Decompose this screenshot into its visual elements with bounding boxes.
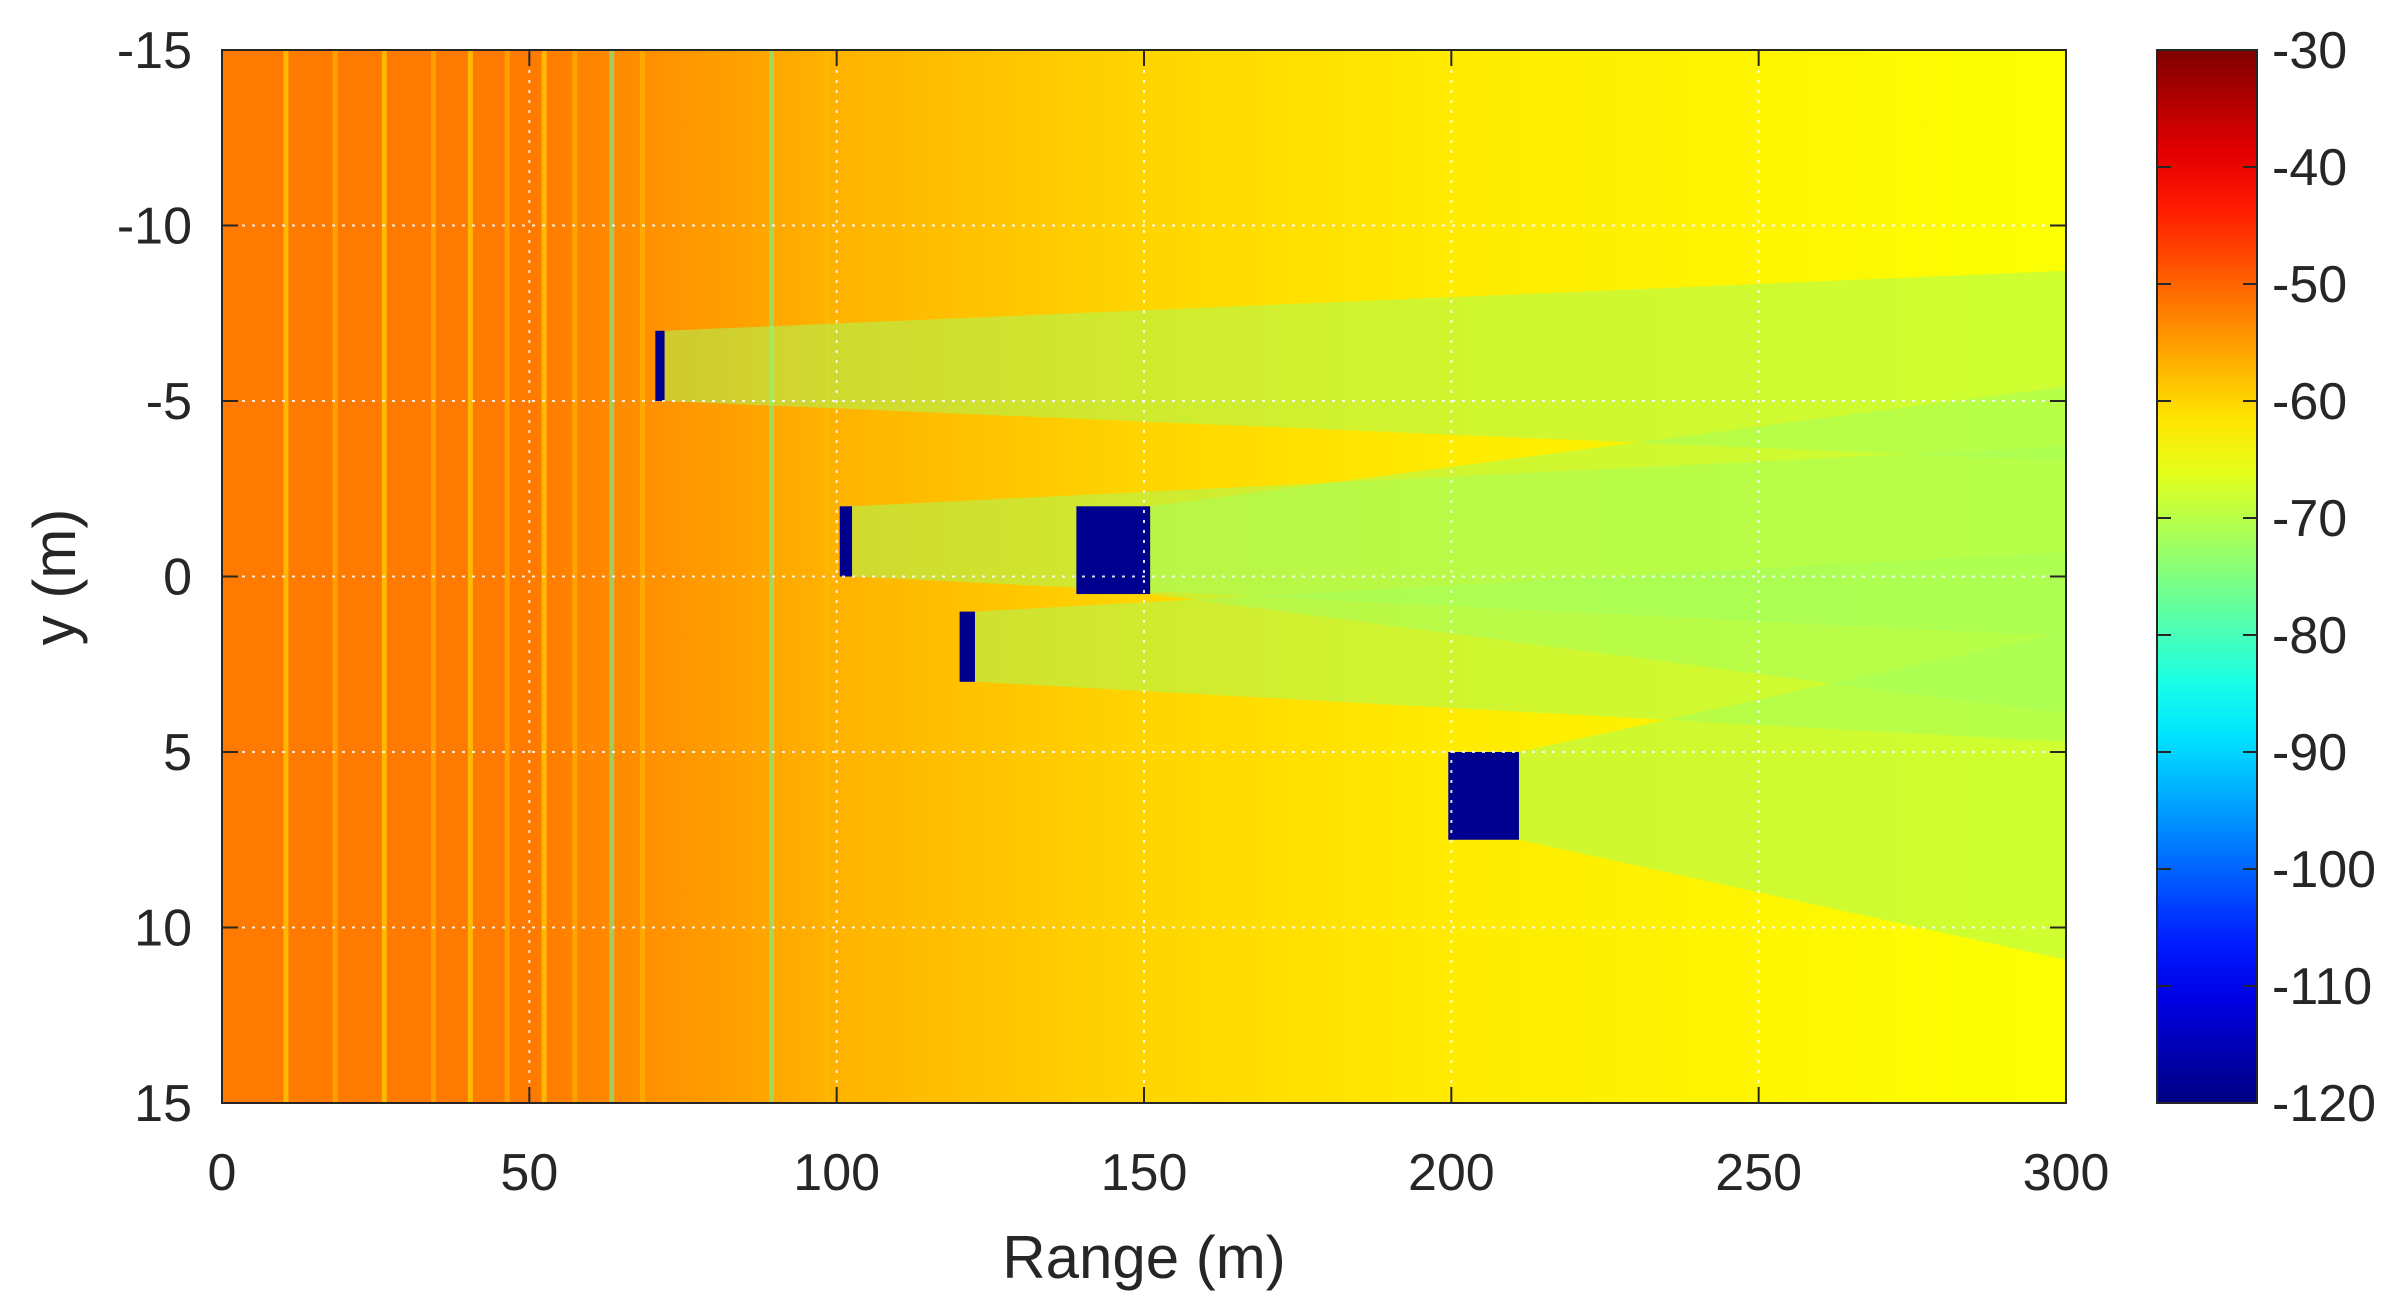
colorbar-tick-label: -40 <box>2272 139 2347 197</box>
colorbar-tick-label: -80 <box>2272 607 2347 665</box>
interference-band <box>504 50 510 1103</box>
interference-band <box>609 50 615 1103</box>
colorbar-ticks <box>2157 49 2257 1104</box>
grid-lines <box>222 50 2066 1103</box>
x-tick-label: 200 <box>1408 1144 1495 1202</box>
obstacles <box>655 330 1519 840</box>
plot-area <box>222 50 2066 1103</box>
interference-band <box>769 50 775 1103</box>
x-tick-label: 250 <box>1715 1144 1802 1202</box>
interference-band <box>824 50 830 1103</box>
y-tick-label: -5 <box>146 373 192 431</box>
y-tick-label: 10 <box>134 900 192 958</box>
x-tick-label: 50 <box>500 1144 558 1202</box>
colorbar-tick-label: -90 <box>2272 724 2347 782</box>
y-axis-label: y (m) <box>21 509 88 646</box>
obstacle <box>959 611 975 682</box>
shadow-wedge <box>664 270 2066 461</box>
interference-band <box>332 50 338 1103</box>
x-tick-label: 150 <box>1101 1144 1188 1202</box>
colorbar-tick-label: -60 <box>2272 373 2347 431</box>
obstacle <box>655 330 665 401</box>
y-tick-label: 5 <box>163 724 192 782</box>
x-tick-label: 0 <box>208 1144 237 1202</box>
colorbar: -30 -40 -50 -60 -70 -80 -90 -100 -110 -120 <box>2156 22 2376 1133</box>
obstacle <box>839 506 853 577</box>
x-tick-label: 100 <box>793 1144 880 1202</box>
colorbar-tick-labels: -30 -40 -50 -60 -70 -80 -90 -100 -110 -120 <box>2272 22 2376 1133</box>
obstacle <box>1076 506 1151 595</box>
colorbar-tick-label: -30 <box>2272 22 2347 80</box>
y-tick-label: 0 <box>163 549 192 607</box>
obstacle <box>1448 752 1519 840</box>
x-tick-label: 300 <box>2023 1144 2110 1202</box>
colorbar-tick-label: -70 <box>2272 490 2347 548</box>
axis-ticks <box>221 49 2067 1104</box>
y-tick-label: -15 <box>117 22 192 80</box>
interference-band <box>283 50 289 1103</box>
x-tick-labels: 0 50 100 150 200 250 300 <box>208 1144 2110 1202</box>
colorbar-tick-label: -50 <box>2272 256 2347 314</box>
interference-band <box>467 50 473 1103</box>
shadow-wedge <box>1518 632 2066 960</box>
colorbar-tick-label: -110 <box>2272 958 2372 1016</box>
colorbar-tick-label: -120 <box>2272 1075 2376 1133</box>
colorbar-tick-label: -100 <box>2272 841 2376 899</box>
y-tick-label: -10 <box>117 198 192 256</box>
y-tick-labels: -15 -10 -5 0 5 10 15 <box>117 22 192 1133</box>
colorbar-bar <box>2156 49 2258 1104</box>
y-tick-label: 15 <box>134 1075 192 1133</box>
x-axis-label: Range (m) <box>1002 1224 1285 1291</box>
